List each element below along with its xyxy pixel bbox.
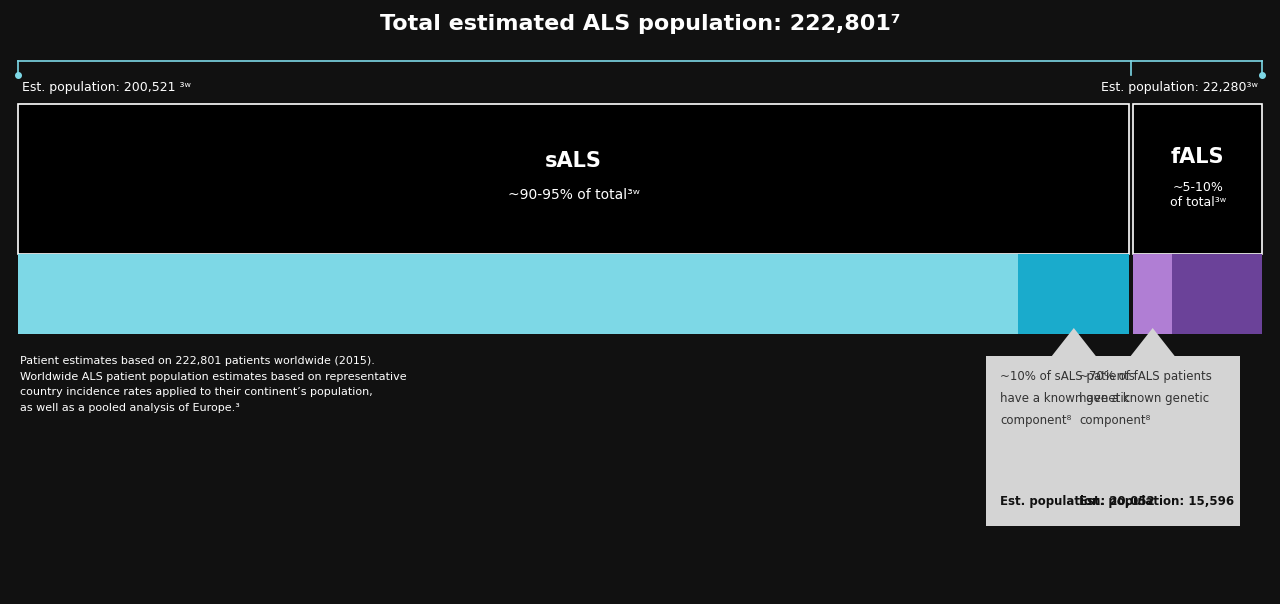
Text: Est. population: 200,521 ³ʷ: Est. population: 200,521 ³ʷ [22, 82, 191, 94]
Bar [1019, 254, 1129, 334]
Text: fALS: fALS [1171, 147, 1225, 167]
Bar [1133, 104, 1262, 254]
Text: ~5-10%
of total³ʷ: ~5-10% of total³ʷ [1170, 181, 1226, 209]
Text: Est. population: 20,052: Est. population: 20,052 [1000, 495, 1155, 508]
Text: ~10% of sALS patients
have a known genetic
component⁸: ~10% of sALS patients have a known genet… [1000, 370, 1135, 427]
Polygon shape [1130, 328, 1175, 356]
Text: Est. population: 22,280³ʷ: Est. population: 22,280³ʷ [1101, 82, 1258, 94]
Text: Total estimated ALS population: 222,801⁷: Total estimated ALS population: 222,801⁷ [380, 14, 900, 34]
Bar [18, 254, 1019, 334]
Bar [987, 356, 1161, 526]
Bar [1133, 254, 1172, 334]
Text: ~90-95% of total³ʷ: ~90-95% of total³ʷ [508, 188, 640, 202]
Text: ~70% of fALS patients
have a known genetic
component⁸: ~70% of fALS patients have a known genet… [1079, 370, 1212, 427]
Polygon shape [1052, 328, 1096, 356]
Text: Patient estimates based on 222,801 patients worldwide (2015).
Worldwide ALS pati: Patient estimates based on 222,801 patie… [20, 356, 407, 413]
Bar [1065, 356, 1240, 526]
Text: sALS: sALS [545, 151, 602, 171]
Bar [18, 104, 1129, 254]
Bar [1172, 254, 1262, 334]
Text: Est. population: 15,596: Est. population: 15,596 [1079, 495, 1234, 508]
